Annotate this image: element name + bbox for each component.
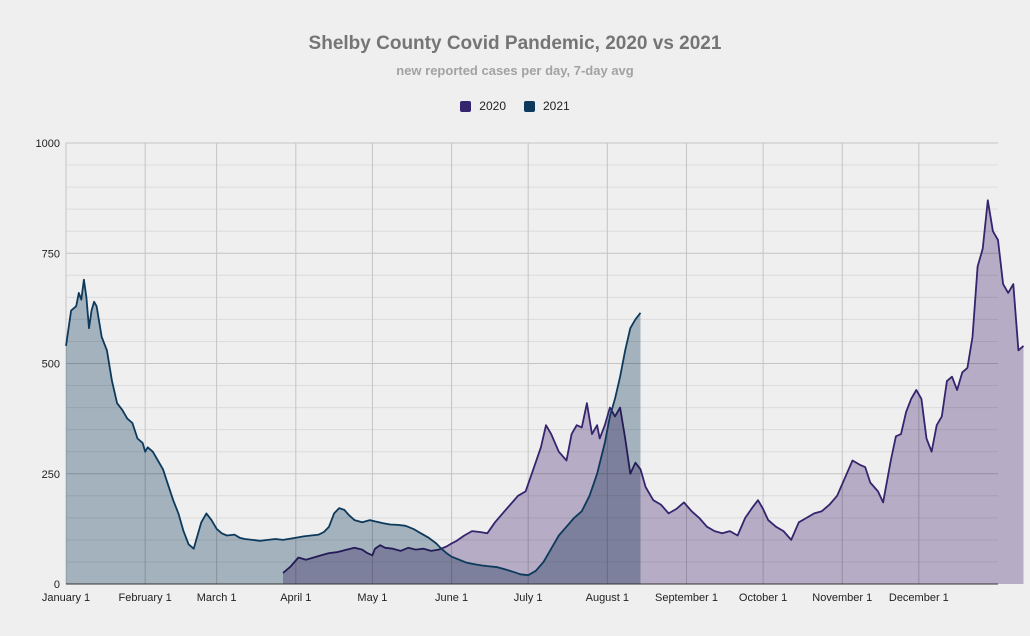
legend-item-2021[interactable]: 2021 xyxy=(524,99,570,113)
legend-swatch-2020 xyxy=(460,100,472,112)
series-areas xyxy=(65,199,1025,585)
x-tick-label: February 1 xyxy=(119,592,172,604)
chart-title: Shelby County Covid Pandemic, 2020 vs 20… xyxy=(308,33,722,54)
x-tick-label: June 1 xyxy=(435,592,468,604)
x-tick-label: August 1 xyxy=(586,592,629,604)
y-tick-label: 0 xyxy=(54,579,60,591)
x-tick-label: December 1 xyxy=(889,592,949,604)
y-tick-label: 500 xyxy=(42,359,60,371)
x-tick-label: October 1 xyxy=(739,592,787,604)
x-tick-label: January 1 xyxy=(42,592,90,604)
x-tick-label: September 1 xyxy=(655,592,718,604)
y-tick-label: 250 xyxy=(42,469,60,481)
x-tick-label: May 1 xyxy=(357,592,387,604)
legend-swatch-2021 xyxy=(524,100,535,112)
y-tick-label: 750 xyxy=(42,248,60,260)
axes: 0 250 500 750 1000 January 1 February 1 March 1… xyxy=(36,138,998,604)
y-tick-label: 1000 xyxy=(36,138,60,150)
x-tick-label: April 1 xyxy=(280,592,311,604)
x-tick-label: July 1 xyxy=(514,592,543,604)
chart-subtitle: new reported cases per day, 7-day avg xyxy=(396,63,634,78)
series-area-2021 xyxy=(66,279,641,584)
series-line-2021 xyxy=(65,278,642,577)
legend-label-2020: 2020 xyxy=(479,99,506,113)
legend: 2020 2021 xyxy=(0,99,1030,113)
x-tick-label: March 1 xyxy=(197,592,237,604)
legend-item-2020[interactable]: 2020 xyxy=(460,99,506,113)
series-area-2020 xyxy=(283,200,1024,585)
legend-label-2021: 2021 xyxy=(543,99,570,113)
x-tick-label: November 1 xyxy=(812,592,872,604)
